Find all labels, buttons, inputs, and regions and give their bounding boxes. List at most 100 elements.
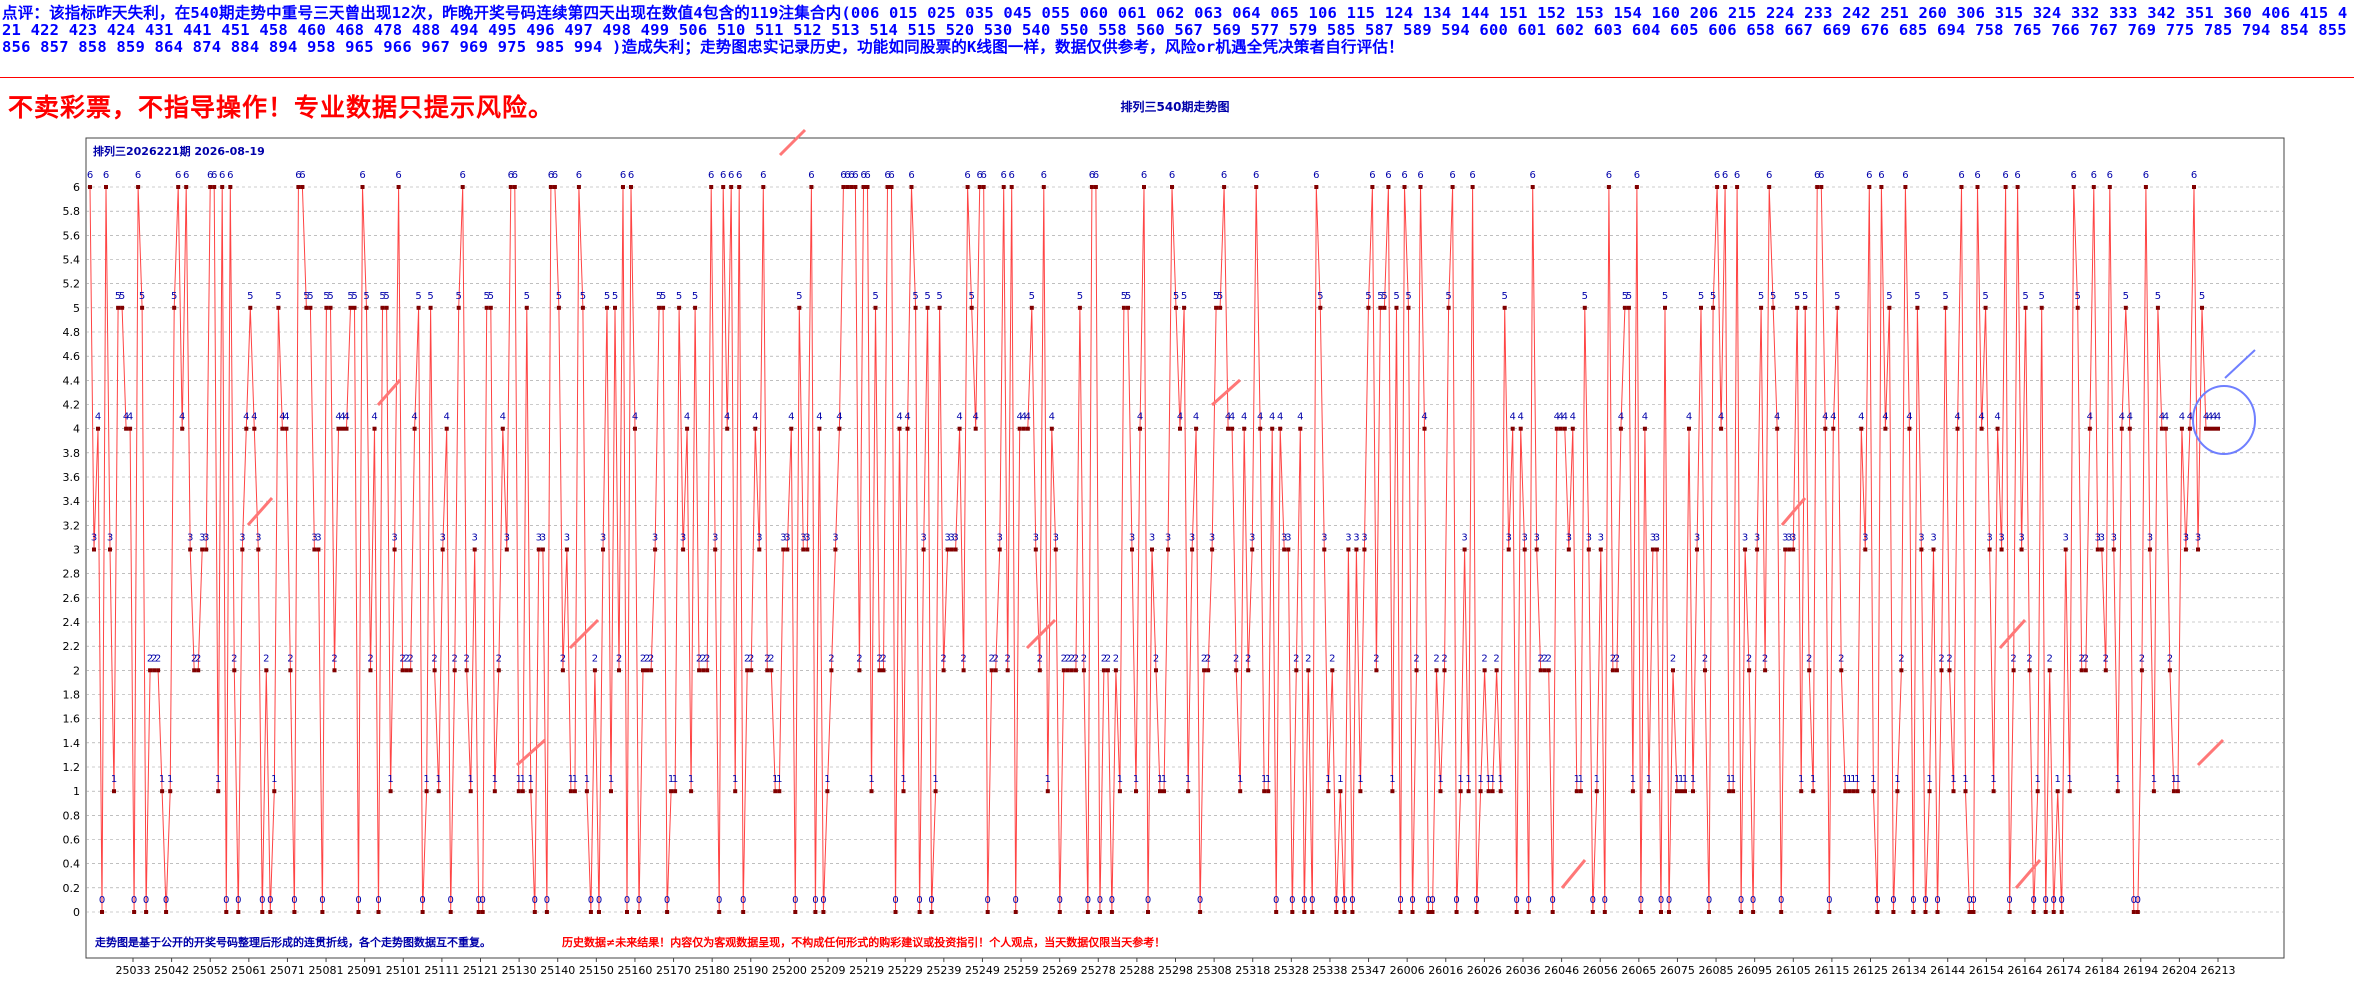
data-point [637, 910, 641, 914]
data-point [1606, 185, 1611, 189]
data-label: 5 [1770, 291, 1776, 302]
data-label: 1 [468, 774, 474, 785]
data-point [392, 547, 397, 552]
data-point [1378, 305, 1383, 310]
data-point [613, 305, 617, 310]
data-label: 3 [1782, 533, 1788, 544]
data-label: 1 [1045, 774, 1051, 785]
data-label: 0 [1013, 895, 1019, 906]
x-tick-label: 25269 [1042, 964, 1077, 977]
period-label: 排列三2026221期 2026-08-19 [93, 144, 265, 158]
data-label: 6 [1089, 170, 1095, 181]
data-point [885, 185, 890, 189]
data-point [208, 185, 213, 189]
data-point [1626, 305, 1631, 310]
data-label: 3 [804, 533, 810, 544]
data-label: 0 [2043, 895, 2049, 906]
data-label: 3 [784, 533, 790, 544]
data-label: 5 [415, 291, 421, 302]
x-tick-label: 25328 [1274, 964, 1309, 977]
data-point [721, 185, 726, 189]
data-point [1907, 426, 1912, 431]
data-label: 5 [936, 291, 942, 302]
data-label: 0 [740, 895, 746, 906]
data-point [140, 305, 145, 310]
data-label: 2 [880, 653, 886, 664]
data-point [1093, 185, 1098, 189]
x-tick-label: 26204 [2162, 964, 2197, 977]
data-point [2007, 910, 2012, 914]
y-tick-label: 3.6 [63, 471, 81, 484]
data-point [524, 305, 529, 310]
data-label: 4 [1297, 412, 1303, 423]
data-label: 5 [139, 291, 145, 302]
data-label: 4 [684, 412, 690, 423]
data-point [665, 910, 670, 914]
data-point [276, 305, 281, 310]
data-label: 3 [315, 533, 321, 544]
data-point [2155, 305, 2160, 310]
y-tick-label: 2.8 [63, 568, 81, 581]
data-point [1242, 426, 1247, 431]
data-point [1691, 789, 1695, 794]
data-label: 5 [456, 291, 462, 302]
data-label: 0 [1514, 895, 1520, 906]
x-tick-label: 25140 [540, 964, 575, 977]
data-point [432, 668, 437, 673]
data-label: 5 [119, 291, 125, 302]
data-label: 4 [1049, 412, 1055, 423]
data-point [200, 547, 205, 552]
data-label: 3 [712, 533, 718, 544]
data-label: 1 [1646, 774, 1652, 785]
data-point [1675, 789, 1679, 794]
data-label: 5 [1181, 291, 1187, 302]
data-label: 0 [235, 895, 241, 906]
data-label: 4 [1229, 412, 1235, 423]
data-label: 1 [436, 774, 442, 785]
data-point [621, 185, 625, 189]
data-label: 1 [1237, 774, 1243, 785]
data-label: 6 [1878, 170, 1884, 181]
data-label: 0 [532, 895, 538, 906]
data-label: 3 [1786, 533, 1792, 544]
data-point [500, 426, 505, 431]
data-point [1727, 789, 1732, 794]
data-point [236, 910, 241, 914]
data-point [2099, 547, 2104, 552]
data-label: 2 [331, 653, 337, 664]
data-label: 5 [488, 291, 494, 302]
data-point [609, 789, 613, 794]
data-point [180, 426, 185, 431]
data-label: 5 [1029, 291, 1035, 302]
x-tick-label: 26213 [2201, 964, 2236, 977]
data-label: 3 [680, 533, 686, 544]
data-label: 2 [399, 653, 405, 664]
data-label: 6 [1958, 170, 1964, 181]
data-point [985, 910, 990, 914]
data-point [1049, 426, 1054, 431]
data-label: 2 [1081, 653, 1087, 664]
data-point [520, 789, 525, 794]
data-point [1126, 305, 1130, 310]
data-point [1815, 185, 1820, 189]
data-point [88, 185, 92, 189]
y-tick-label: 6 [73, 181, 80, 194]
data-label: 0 [2051, 895, 2057, 906]
data-label: 5 [912, 291, 918, 302]
data-label: 4 [343, 412, 349, 423]
annotation-arrow-icon [2196, 738, 2225, 767]
data-label: 1 [2115, 774, 2121, 785]
data-point [1037, 668, 1042, 673]
x-tick-label: 26184 [2085, 964, 2120, 977]
data-point [2131, 910, 2136, 914]
data-point [1991, 789, 1996, 794]
data-label: 1 [1498, 774, 1504, 785]
y-tick-label: 0.4 [63, 858, 81, 871]
data-point [556, 305, 561, 310]
data-point [2043, 910, 2048, 914]
data-point [2079, 668, 2084, 673]
data-label: 3 [952, 533, 958, 544]
x-tick-label: 25121 [463, 964, 498, 977]
data-point [1791, 547, 1796, 552]
